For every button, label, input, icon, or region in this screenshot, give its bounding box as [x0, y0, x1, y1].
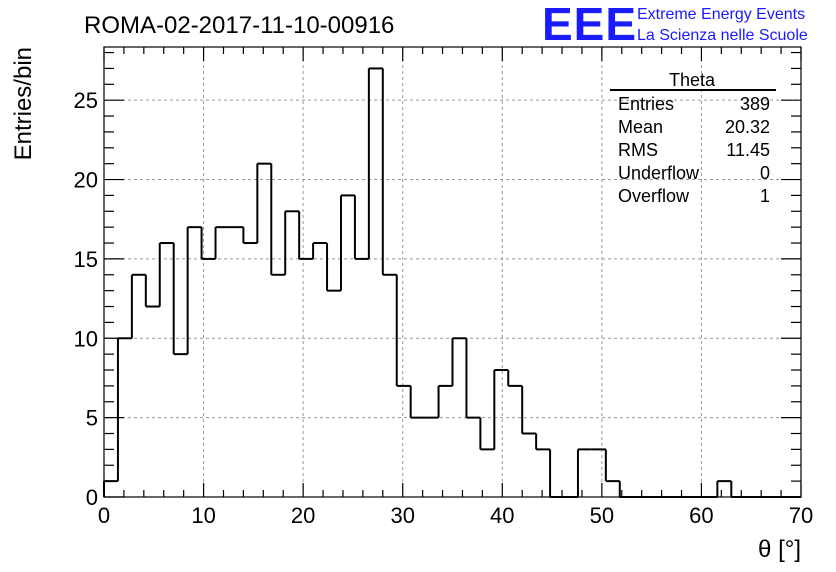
stats-row-label: Mean — [618, 117, 663, 137]
x-tick-label: 10 — [191, 503, 215, 528]
plot-frame — [103, 46, 802, 498]
x-tick-label: 60 — [689, 503, 713, 528]
histogram-bin — [535, 433, 551, 451]
stats-row-value: 1 — [760, 186, 770, 206]
stats-row-label: Entries — [618, 94, 674, 114]
histogram-bin — [200, 227, 216, 260]
y-tick-label: 20 — [74, 168, 98, 193]
stats-row-label: Overflow — [618, 186, 690, 206]
stats-row-label: Underflow — [618, 163, 700, 183]
histogram-bin — [437, 384, 453, 418]
y-axis-label: Entries/bin — [10, 47, 37, 160]
histogram-bin — [256, 162, 272, 244]
x-axis-label: θ [°] — [758, 536, 801, 563]
stats-row-value: 11.45 — [726, 140, 770, 160]
stats-rows: Entries 389 Mean 20.32 RMS 11.45 Underflow 0 Ove… — [618, 94, 770, 206]
y-tick-label: 0 — [86, 485, 98, 510]
histogram-bin — [730, 481, 746, 498]
logo-line-1: Extreme Energy Events — [637, 6, 805, 23]
histogram-bin — [716, 480, 732, 497]
histogram-bin — [381, 68, 397, 276]
histogram — [103, 67, 801, 498]
histogram-bin — [270, 163, 286, 276]
logo-line-2: La Scienza nelle Scuole — [637, 27, 808, 44]
y-tick-label: 10 — [74, 326, 98, 351]
histogram-bin — [284, 210, 300, 275]
logo-mark: EEE — [542, 0, 637, 50]
x-tick-label: 20 — [291, 503, 315, 528]
eee-logo: EEE Extreme Energy Events La Scienza nel… — [542, 0, 808, 50]
histogram-bin — [367, 67, 383, 259]
chart-title: ROMA-02-2017-11-10-00916 — [84, 12, 394, 39]
histogram-bin — [214, 226, 230, 259]
histogram-bin — [339, 194, 355, 291]
stats-row-value: 0 — [760, 163, 770, 183]
histogram-bin — [242, 227, 258, 245]
stats-row-value: 20.32 — [725, 117, 770, 137]
y-tick-label: 5 — [86, 406, 98, 431]
histogram-bin — [479, 417, 495, 451]
histogram-bin — [144, 274, 160, 308]
stats-title: Theta — [669, 70, 716, 90]
histogram-bin — [576, 448, 592, 497]
histogram-bin — [521, 385, 537, 435]
histogram-bin — [465, 338, 481, 419]
histogram-bin — [158, 242, 174, 307]
x-tick-label: 30 — [390, 503, 414, 528]
histogram-bin — [507, 370, 523, 387]
x-tick-label: 50 — [590, 503, 614, 528]
histogram-bin — [103, 480, 118, 497]
histogram-bin — [312, 242, 328, 259]
histogram-bin — [186, 226, 202, 355]
histogram-bin — [353, 195, 369, 260]
y-tick-label: 15 — [74, 247, 98, 272]
histogram-bin — [493, 369, 509, 450]
histogram-bin — [326, 243, 341, 292]
histogram-bin — [298, 211, 314, 260]
histogram-bin — [409, 385, 425, 419]
y-tick-label: 25 — [74, 88, 98, 113]
histogram-bin — [172, 243, 188, 356]
histogram-bin — [395, 274, 411, 387]
histogram-bin — [451, 337, 467, 386]
x-tick-label: 0 — [98, 503, 110, 528]
stats-row-value: 389 — [740, 94, 770, 114]
histogram-bin — [130, 273, 146, 339]
stats-box: Theta Entries 389 Mean 20.32 RMS 11.45 Underfl… — [610, 70, 776, 206]
histogram-bin — [116, 337, 132, 482]
x-tick-label: 40 — [490, 503, 514, 528]
stats-row-label: RMS — [618, 140, 658, 160]
histogram-bin — [604, 449, 620, 483]
grid — [104, 47, 801, 497]
histogram-bin — [549, 449, 565, 498]
x-tick-label: 70 — [789, 503, 813, 528]
